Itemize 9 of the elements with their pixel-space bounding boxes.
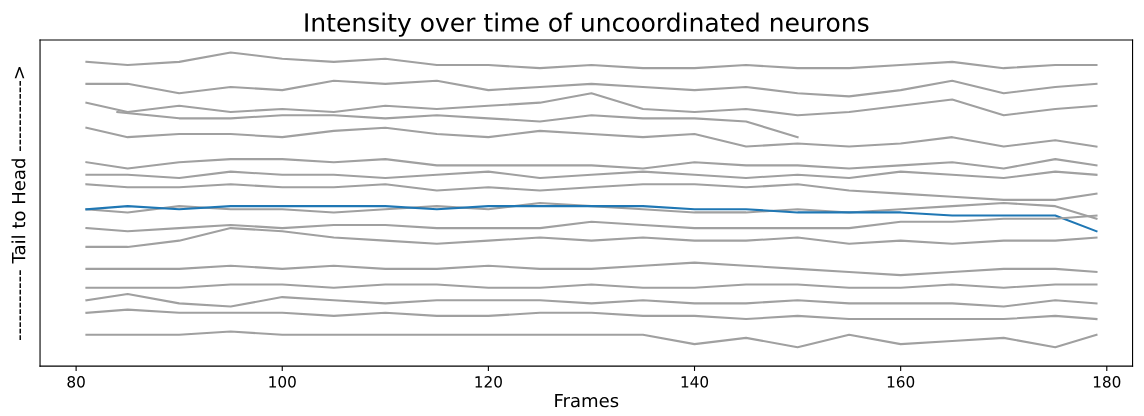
chart-title: Intensity over time of uncoordinated neurons bbox=[305, 12, 869, 37]
x-tick-label: 100 bbox=[269, 376, 296, 388]
x-tick-label: 180 bbox=[1093, 376, 1121, 388]
x-tick-label: 140 bbox=[681, 376, 709, 388]
x-tick-label: 80 bbox=[67, 376, 85, 388]
x-axis-title: Frames bbox=[555, 393, 619, 408]
x-tick-label: 120 bbox=[475, 376, 502, 388]
y-axis-title: ----------- Tail to Head -----------> bbox=[11, 66, 26, 341]
x-tick-label: 160 bbox=[887, 376, 915, 388]
